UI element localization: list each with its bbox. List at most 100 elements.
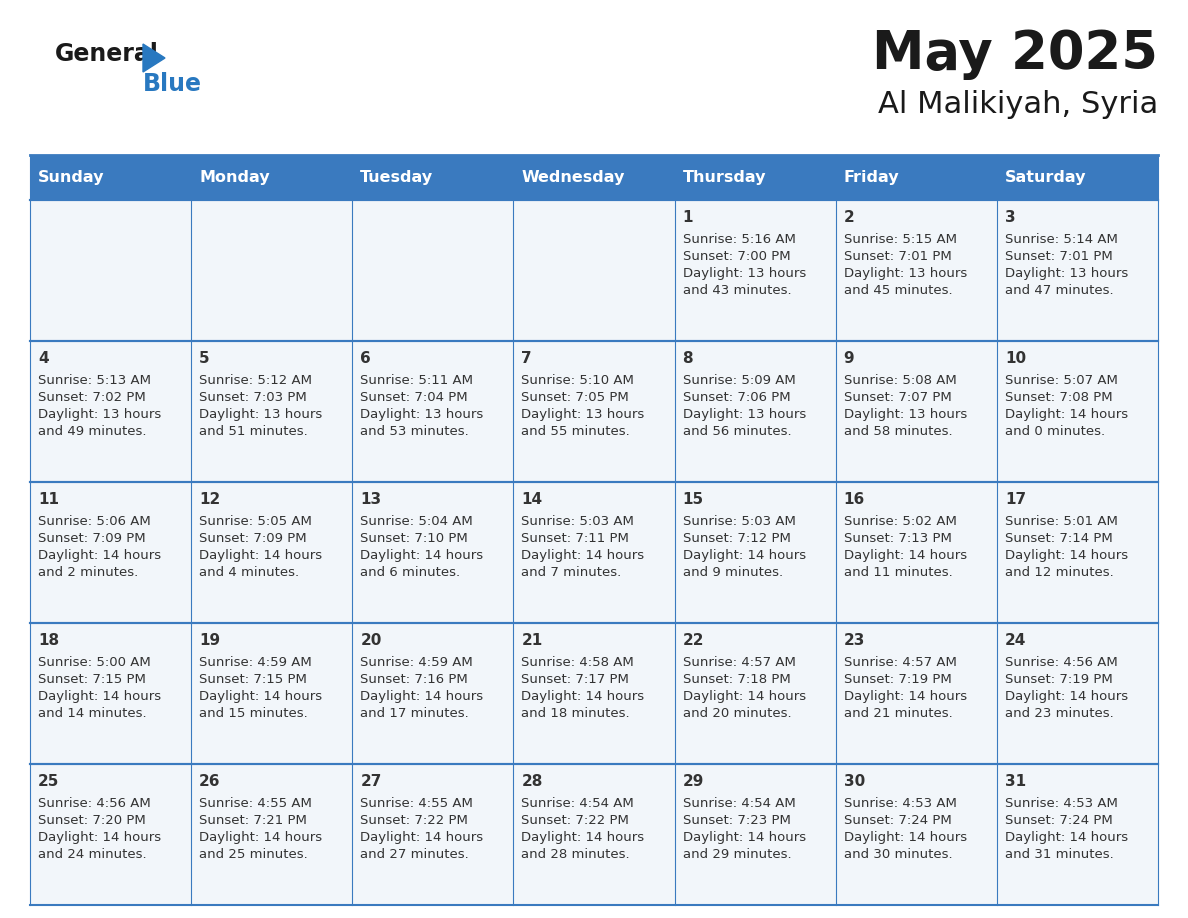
Text: and 6 minutes.: and 6 minutes. (360, 566, 461, 579)
Text: and 55 minutes.: and 55 minutes. (522, 425, 630, 438)
Text: and 11 minutes.: and 11 minutes. (843, 566, 953, 579)
Text: and 58 minutes.: and 58 minutes. (843, 425, 953, 438)
Text: Sunrise: 5:15 AM: Sunrise: 5:15 AM (843, 233, 956, 246)
Text: 14: 14 (522, 492, 543, 507)
Text: Sunrise: 5:03 AM: Sunrise: 5:03 AM (522, 515, 634, 528)
Text: Daylight: 14 hours: Daylight: 14 hours (1005, 549, 1127, 562)
Text: 3: 3 (1005, 210, 1016, 225)
Text: Sunrise: 4:53 AM: Sunrise: 4:53 AM (843, 797, 956, 810)
Text: Sunset: 7:22 PM: Sunset: 7:22 PM (360, 814, 468, 827)
Bar (997, 155, 1158, 200)
Text: Daylight: 14 hours: Daylight: 14 hours (683, 831, 805, 844)
Text: Thursday: Thursday (683, 170, 766, 185)
Text: 25: 25 (38, 774, 59, 789)
Text: Sunset: 7:15 PM: Sunset: 7:15 PM (38, 673, 146, 686)
Text: Sunrise: 5:02 AM: Sunrise: 5:02 AM (843, 515, 956, 528)
Text: 22: 22 (683, 633, 704, 648)
Text: Daylight: 14 hours: Daylight: 14 hours (843, 690, 967, 703)
Bar (353, 482, 513, 623)
Text: Sunset: 7:06 PM: Sunset: 7:06 PM (683, 391, 790, 404)
Text: Sunset: 7:04 PM: Sunset: 7:04 PM (360, 391, 468, 404)
Text: Daylight: 14 hours: Daylight: 14 hours (38, 831, 162, 844)
Text: Sunset: 7:24 PM: Sunset: 7:24 PM (1005, 814, 1113, 827)
Text: Sunrise: 4:56 AM: Sunrise: 4:56 AM (1005, 656, 1118, 669)
Text: and 7 minutes.: and 7 minutes. (522, 566, 621, 579)
Bar (675, 155, 835, 200)
Text: Sunset: 7:15 PM: Sunset: 7:15 PM (200, 673, 307, 686)
Bar (513, 341, 675, 482)
Text: and 28 minutes.: and 28 minutes. (522, 848, 630, 861)
Bar (30, 200, 191, 341)
Text: Sunrise: 5:07 AM: Sunrise: 5:07 AM (1005, 374, 1118, 387)
Text: Sunrise: 5:05 AM: Sunrise: 5:05 AM (200, 515, 312, 528)
Text: Sunset: 7:23 PM: Sunset: 7:23 PM (683, 814, 790, 827)
Text: Sunrise: 4:59 AM: Sunrise: 4:59 AM (200, 656, 312, 669)
Text: and 47 minutes.: and 47 minutes. (1005, 284, 1113, 297)
Text: Sunrise: 5:08 AM: Sunrise: 5:08 AM (843, 374, 956, 387)
Text: Sunrise: 4:55 AM: Sunrise: 4:55 AM (360, 797, 473, 810)
Text: Daylight: 14 hours: Daylight: 14 hours (38, 690, 162, 703)
Bar (353, 623, 513, 764)
Bar (30, 341, 191, 482)
Text: and 4 minutes.: and 4 minutes. (200, 566, 299, 579)
Text: and 29 minutes.: and 29 minutes. (683, 848, 791, 861)
Text: 21: 21 (522, 633, 543, 648)
Text: and 0 minutes.: and 0 minutes. (1005, 425, 1105, 438)
Text: Daylight: 13 hours: Daylight: 13 hours (843, 267, 967, 280)
Text: Daylight: 14 hours: Daylight: 14 hours (360, 831, 484, 844)
Bar (513, 764, 675, 905)
Text: Daylight: 14 hours: Daylight: 14 hours (843, 831, 967, 844)
Bar (513, 482, 675, 623)
Bar (835, 623, 997, 764)
Polygon shape (143, 44, 165, 72)
Text: Sunset: 7:12 PM: Sunset: 7:12 PM (683, 532, 790, 545)
Text: Sunrise: 5:00 AM: Sunrise: 5:00 AM (38, 656, 151, 669)
Text: Al Malikiyah, Syria: Al Malikiyah, Syria (878, 90, 1158, 119)
Text: Daylight: 14 hours: Daylight: 14 hours (522, 690, 645, 703)
Text: and 56 minutes.: and 56 minutes. (683, 425, 791, 438)
Text: 11: 11 (38, 492, 59, 507)
Text: Sunrise: 4:54 AM: Sunrise: 4:54 AM (522, 797, 634, 810)
Bar (835, 155, 997, 200)
Text: Sunrise: 4:57 AM: Sunrise: 4:57 AM (683, 656, 796, 669)
Text: 9: 9 (843, 351, 854, 366)
Text: and 51 minutes.: and 51 minutes. (200, 425, 308, 438)
Text: and 27 minutes.: and 27 minutes. (360, 848, 469, 861)
Text: and 24 minutes.: and 24 minutes. (38, 848, 146, 861)
Text: Sunrise: 4:57 AM: Sunrise: 4:57 AM (843, 656, 956, 669)
Text: Daylight: 14 hours: Daylight: 14 hours (1005, 831, 1127, 844)
Text: 20: 20 (360, 633, 381, 648)
Text: and 30 minutes.: and 30 minutes. (843, 848, 953, 861)
Text: and 25 minutes.: and 25 minutes. (200, 848, 308, 861)
Text: Sunset: 7:02 PM: Sunset: 7:02 PM (38, 391, 146, 404)
Bar (513, 200, 675, 341)
Text: Sunset: 7:20 PM: Sunset: 7:20 PM (38, 814, 146, 827)
Text: Sunset: 7:19 PM: Sunset: 7:19 PM (1005, 673, 1113, 686)
Text: Daylight: 13 hours: Daylight: 13 hours (522, 408, 645, 421)
Text: Sunset: 7:16 PM: Sunset: 7:16 PM (360, 673, 468, 686)
Bar (835, 341, 997, 482)
Text: Sunset: 7:18 PM: Sunset: 7:18 PM (683, 673, 790, 686)
Text: Sunset: 7:07 PM: Sunset: 7:07 PM (843, 391, 952, 404)
Text: Sunrise: 5:03 AM: Sunrise: 5:03 AM (683, 515, 796, 528)
Text: 24: 24 (1005, 633, 1026, 648)
Text: and 21 minutes.: and 21 minutes. (843, 707, 953, 720)
Text: Sunrise: 5:14 AM: Sunrise: 5:14 AM (1005, 233, 1118, 246)
Bar (997, 200, 1158, 341)
Text: Daylight: 14 hours: Daylight: 14 hours (683, 549, 805, 562)
Text: Sunrise: 4:55 AM: Sunrise: 4:55 AM (200, 797, 312, 810)
Text: and 15 minutes.: and 15 minutes. (200, 707, 308, 720)
Text: Sunset: 7:14 PM: Sunset: 7:14 PM (1005, 532, 1113, 545)
Text: Sunset: 7:17 PM: Sunset: 7:17 PM (522, 673, 630, 686)
Text: 23: 23 (843, 633, 865, 648)
Text: Sunrise: 4:59 AM: Sunrise: 4:59 AM (360, 656, 473, 669)
Text: 13: 13 (360, 492, 381, 507)
Text: 10: 10 (1005, 351, 1026, 366)
Text: 6: 6 (360, 351, 371, 366)
Text: Friday: Friday (843, 170, 899, 185)
Text: 8: 8 (683, 351, 693, 366)
Text: Sunrise: 5:16 AM: Sunrise: 5:16 AM (683, 233, 796, 246)
Bar (353, 200, 513, 341)
Bar (191, 155, 353, 200)
Bar (191, 200, 353, 341)
